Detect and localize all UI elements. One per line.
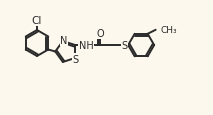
Text: NH: NH xyxy=(79,41,94,51)
Text: CH₃: CH₃ xyxy=(161,26,177,35)
Text: N: N xyxy=(60,36,68,46)
Text: S: S xyxy=(72,55,78,64)
Text: O: O xyxy=(96,29,104,39)
Text: S: S xyxy=(121,41,127,51)
Text: Cl: Cl xyxy=(32,16,42,26)
